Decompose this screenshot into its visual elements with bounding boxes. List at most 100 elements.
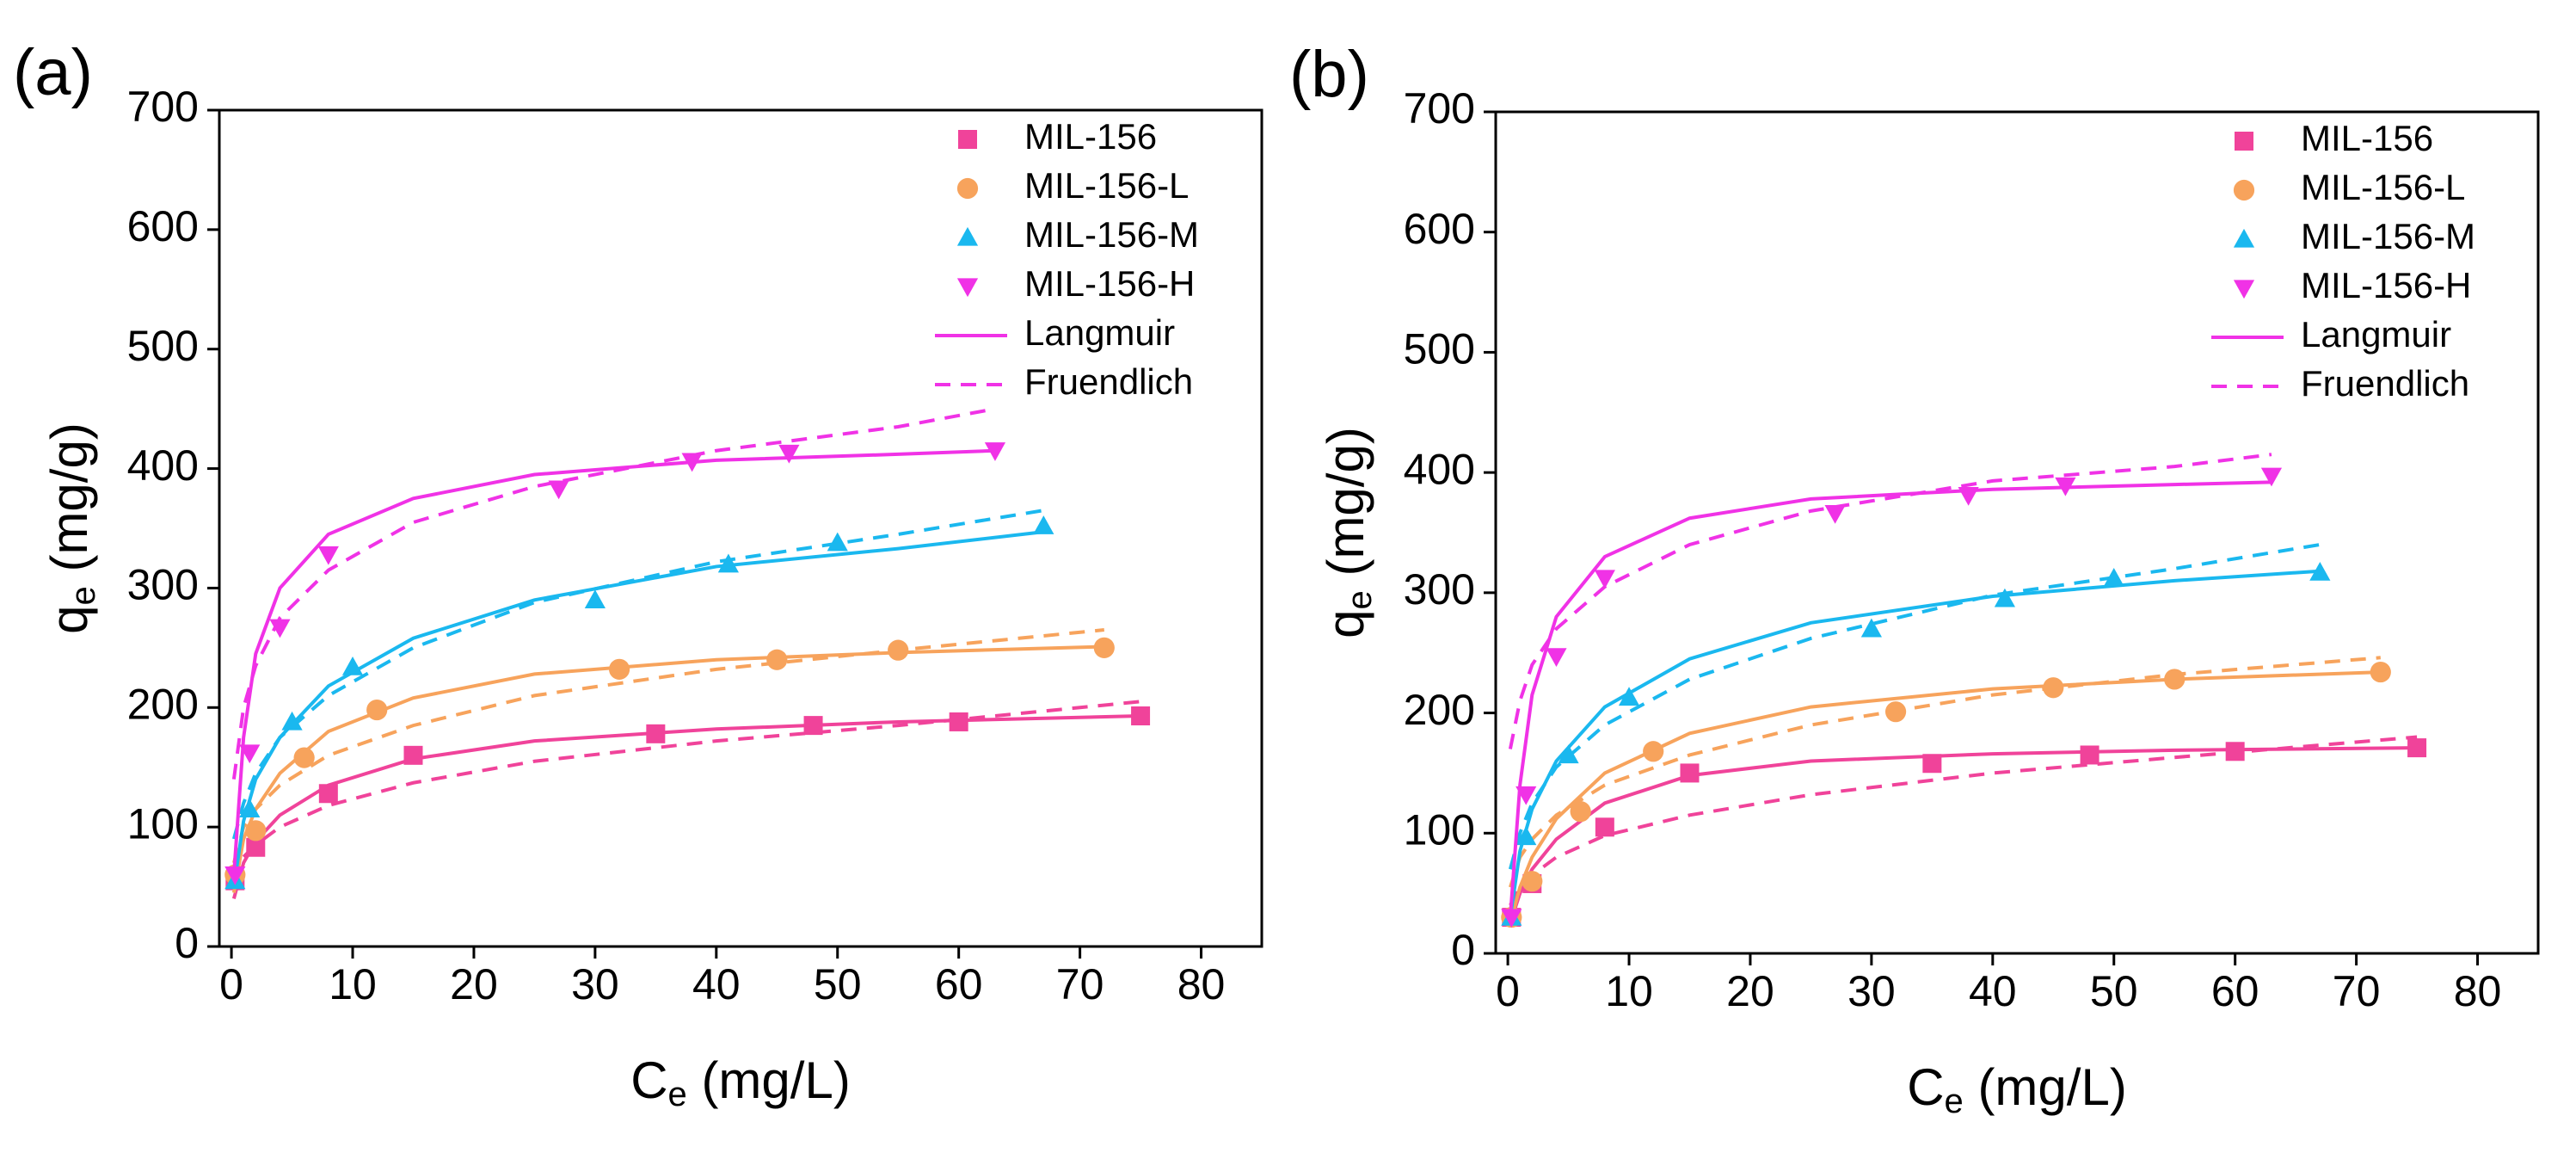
freundlich-fit — [231, 628, 1104, 864]
marker — [366, 699, 388, 721]
marker — [1824, 504, 1846, 524]
label-rest: (mg/g) — [1317, 427, 1374, 590]
marker — [246, 837, 266, 857]
marker — [2309, 562, 2331, 581]
marker — [239, 798, 261, 817]
marker — [1546, 648, 1567, 668]
freundlich-fit — [1509, 735, 2418, 907]
x-tick-label: 40 — [692, 960, 741, 1008]
marker — [2233, 228, 2255, 248]
x-tick-label: 40 — [1969, 967, 2017, 1015]
y-axis-label: qe (mg/g) — [1317, 427, 1379, 638]
x-tick-label: 10 — [1605, 967, 1653, 1015]
x-tick-label: 30 — [1847, 967, 1896, 1015]
marker — [281, 711, 303, 731]
marker — [1680, 763, 1700, 783]
marker — [341, 656, 364, 675]
langmuir-fit — [231, 644, 1104, 893]
marker — [2225, 742, 2245, 761]
y-axis-label: qe (mg/g) — [40, 422, 102, 634]
y-tick-label: 400 — [1404, 445, 1475, 493]
x-tick-label: 20 — [450, 960, 498, 1008]
legend-label: Fruendlich — [2301, 363, 2469, 404]
label-sub: e — [65, 586, 102, 605]
marker — [1922, 754, 1942, 774]
marker — [803, 716, 823, 736]
marker — [949, 712, 968, 731]
marker — [2233, 280, 2255, 299]
y-tick-label: 700 — [1404, 84, 1475, 133]
marker — [1860, 618, 1882, 638]
label-rest: (mg/L) — [687, 1051, 851, 1109]
marker — [245, 820, 267, 842]
label-rest: (mg/g) — [40, 422, 98, 586]
marker — [1501, 909, 1522, 928]
x-tick-label: 50 — [2090, 967, 2138, 1015]
label-sub: e — [668, 1076, 687, 1113]
legend-label: Langmuir — [2301, 314, 2451, 355]
x-tick-label: 50 — [814, 960, 862, 1008]
y-tick-label: 600 — [1404, 205, 1475, 253]
langmuir-fit — [1509, 746, 2418, 924]
y-tick-label: 500 — [127, 322, 199, 370]
legend-label: MIL-156-H — [1024, 263, 1195, 304]
marker — [1093, 637, 1115, 658]
langmuir-fit — [1508, 569, 2321, 918]
y-tick-label: 0 — [175, 919, 199, 967]
x-tick-label: 80 — [2454, 967, 2502, 1015]
x-tick-label: 80 — [1177, 960, 1226, 1008]
y-tick-label: 0 — [1451, 926, 1475, 974]
marker — [827, 532, 848, 552]
y-tick-label: 100 — [1404, 805, 1475, 854]
marker — [681, 453, 703, 472]
marker — [2103, 567, 2124, 587]
legend-label: MIL-156-M — [1024, 214, 1199, 255]
label-sub: e — [1341, 590, 1379, 609]
marker — [317, 546, 339, 565]
x-tick-label: 30 — [571, 960, 619, 1008]
marker — [1994, 588, 2016, 607]
marker — [318, 784, 338, 804]
marker — [1515, 786, 1537, 805]
marker — [239, 744, 261, 764]
x-tick-label: 10 — [329, 960, 377, 1008]
marker — [269, 619, 291, 638]
marker — [548, 480, 569, 500]
marker — [984, 442, 1006, 461]
y-tick-label: 200 — [1404, 686, 1475, 734]
label-main: C — [1907, 1058, 1944, 1116]
marker — [2233, 179, 2255, 201]
legend-label: MIL-156-L — [1024, 165, 1189, 206]
marker — [2080, 745, 2100, 765]
marker — [2164, 669, 2186, 690]
x-axis-label: Ce (mg/L) — [1907, 1058, 2127, 1120]
legend-label: Fruendlich — [1024, 361, 1193, 402]
y-tick-label: 400 — [127, 441, 199, 490]
marker — [2260, 467, 2283, 487]
x-tick-label: 70 — [2333, 967, 2381, 1015]
marker — [1595, 817, 1614, 837]
marker — [1522, 871, 1543, 892]
marker — [1643, 741, 1664, 762]
marker — [956, 278, 979, 298]
y-tick-label: 500 — [1404, 325, 1475, 373]
marker — [1618, 687, 1640, 706]
label-main: q — [40, 605, 98, 633]
marker — [956, 177, 979, 200]
langmuir-fit — [231, 530, 1044, 887]
x-axis-label: Ce (mg/L) — [630, 1051, 851, 1113]
y-tick-label: 600 — [127, 202, 199, 250]
marker — [293, 747, 315, 768]
label-main: q — [1317, 609, 1374, 638]
x-tick-label: 20 — [1726, 967, 1774, 1015]
marker — [2043, 677, 2064, 699]
panel-label: (a) — [13, 36, 93, 109]
x-tick-label: 0 — [1496, 967, 1520, 1015]
legend-label: MIL-156-M — [2301, 216, 2475, 256]
legend-label: MIL-156-H — [2301, 265, 2471, 305]
marker — [608, 658, 630, 680]
y-tick-label: 100 — [127, 799, 199, 848]
langmuir-fit — [231, 448, 996, 875]
plot-frame — [1494, 110, 2540, 955]
